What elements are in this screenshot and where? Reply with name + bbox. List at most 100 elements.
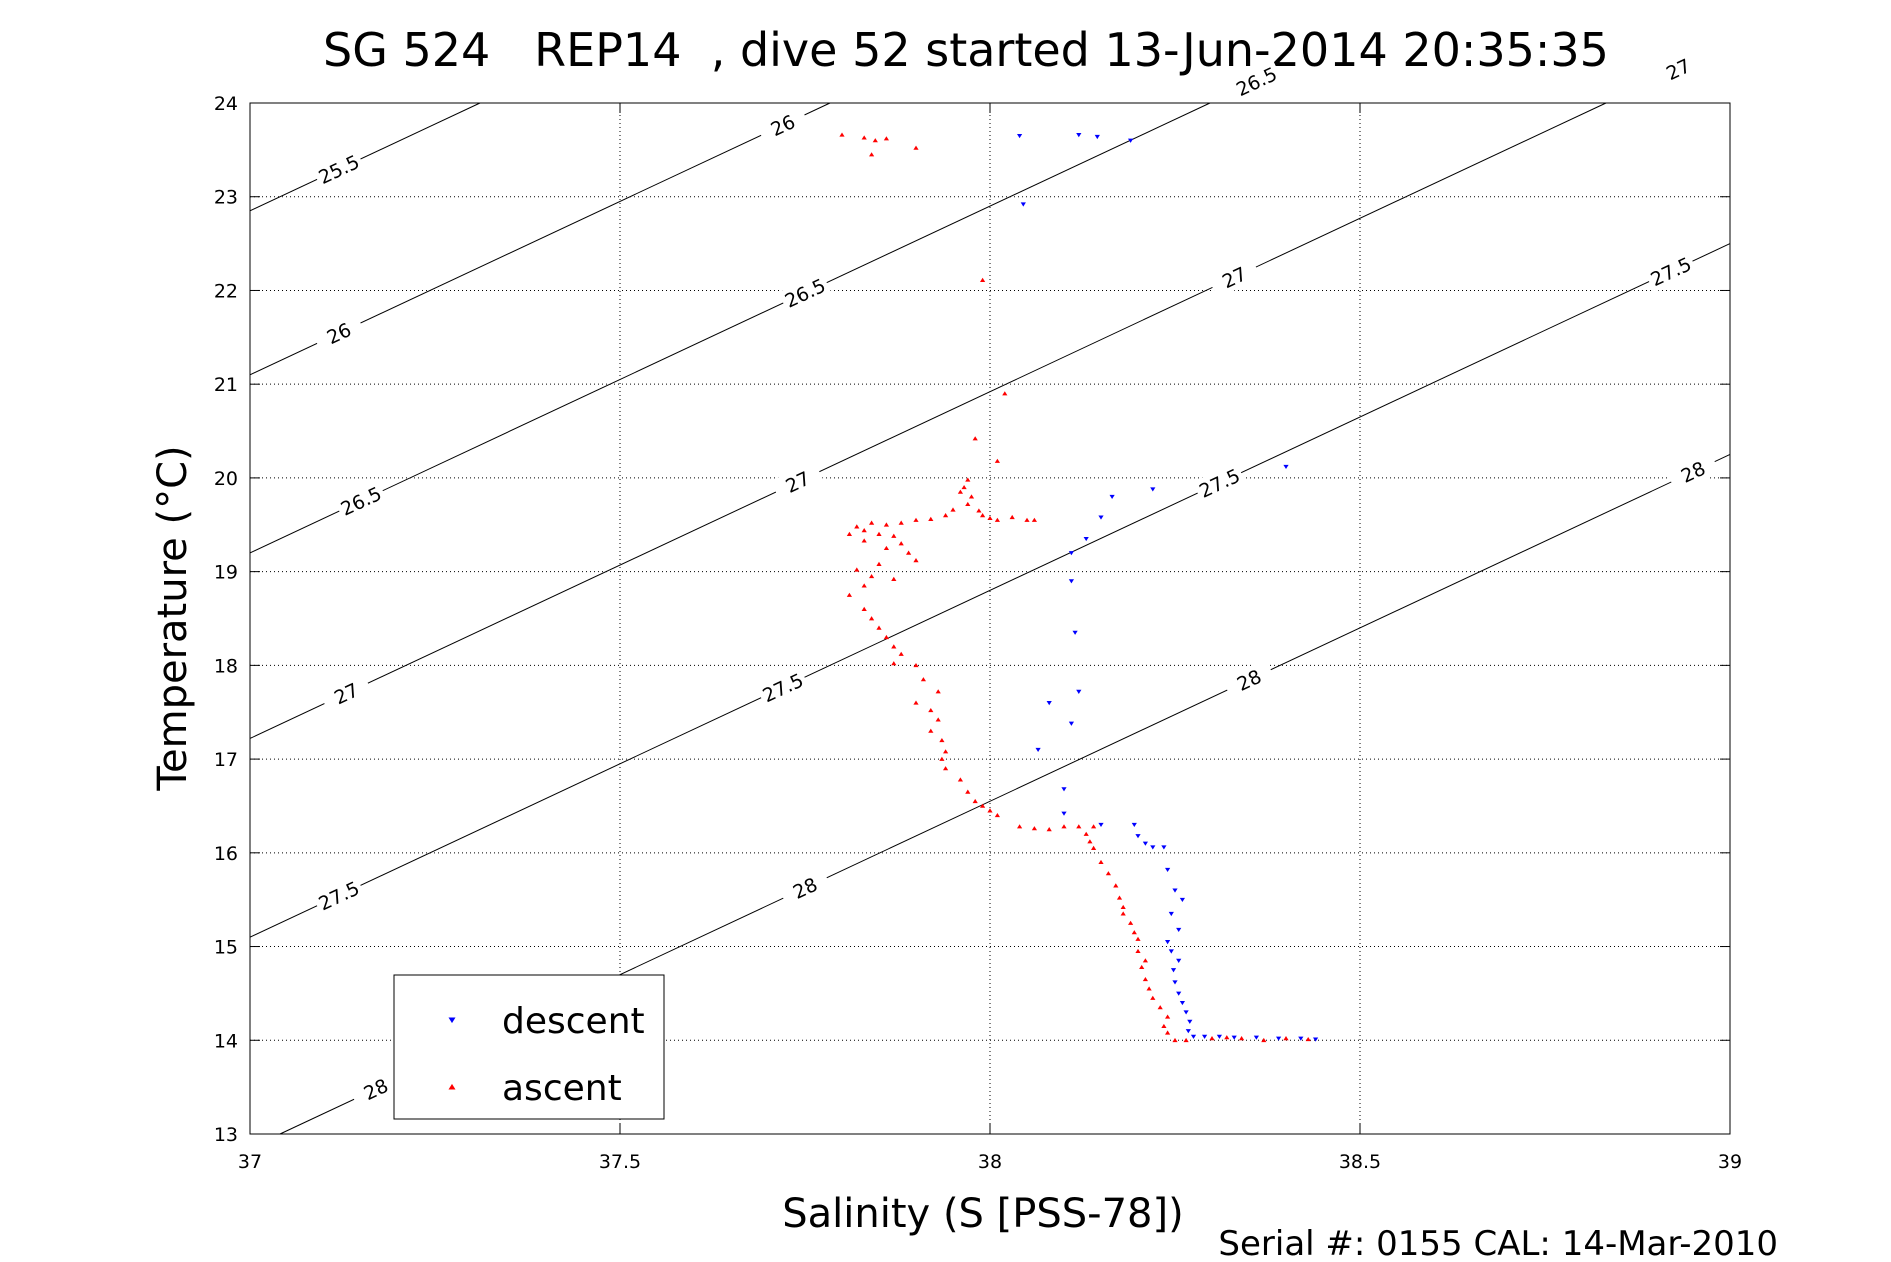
ascent-point (1142, 977, 1148, 982)
ascent-point (1116, 895, 1123, 900)
ascent-point (1150, 995, 1156, 1000)
descent-point (1190, 1034, 1197, 1039)
descent-point (1035, 747, 1041, 753)
ascent-point (861, 135, 867, 140)
y-tick-label: 20 (214, 468, 238, 490)
descent-point (1020, 202, 1026, 207)
ascent-point (1113, 883, 1119, 888)
ascent-point (1209, 1036, 1215, 1041)
descent-point (1061, 811, 1067, 816)
descent-point (1283, 464, 1289, 470)
legend-label-descent: descent (502, 1001, 645, 1042)
descent-point (1072, 630, 1078, 635)
descent-point (1109, 494, 1115, 499)
y-axis-ticks: 13 14 15 16 17 18 19 20 21 22 23 24 (214, 93, 1730, 1146)
ascent-point (920, 677, 926, 682)
ascent-point (1120, 911, 1126, 916)
ascent-point (994, 458, 1000, 463)
ascent-point (913, 663, 919, 668)
ascent-point (883, 522, 889, 527)
ascent-point (891, 661, 897, 666)
ascent-point (1142, 958, 1148, 963)
descent-point (1179, 897, 1185, 903)
x-tick-label: 39 (1718, 1151, 1742, 1173)
x-tick-label: 37.5 (599, 1151, 641, 1173)
isopycnal-label-bg (1643, 250, 1698, 293)
descent-point (1170, 968, 1177, 973)
ascent-point (965, 477, 971, 482)
ascent-point (1131, 930, 1137, 935)
ascent-point (913, 517, 919, 522)
x-tick-label: 38 (978, 1151, 1002, 1173)
descent-point (1150, 487, 1156, 492)
x-axis-label: Salinity (S [PSS-78]) (782, 1191, 1183, 1237)
descent-point (1176, 958, 1182, 963)
descent-point (1046, 701, 1052, 706)
y-tick-label: 24 (214, 93, 238, 115)
ascent-point (1135, 936, 1141, 941)
descent-point (1176, 927, 1182, 933)
descent-point (1150, 845, 1156, 850)
ascent-point (1098, 859, 1104, 865)
descent-point (1165, 940, 1171, 945)
isopycnal-label-bg (1666, 450, 1720, 493)
ascent-point (928, 728, 934, 733)
descent-point (1128, 138, 1134, 143)
ascent-point (1161, 1023, 1167, 1029)
isopycnal-label-bg (755, 666, 810, 709)
isopycnal-label-bg (1207, 256, 1262, 299)
ascent-point (935, 717, 941, 722)
ascent-point (869, 152, 875, 157)
ascent-point (1283, 1036, 1289, 1041)
y-tick-label: 18 (214, 655, 238, 677)
ascent-point (876, 531, 882, 536)
ascent-point (1239, 1036, 1245, 1041)
isopycnal-label-bg (334, 479, 388, 522)
ascent-point (1105, 871, 1111, 876)
y-tick-label: 21 (214, 374, 238, 396)
y-tick-label: 13 (214, 1124, 238, 1146)
y-tick-label: 15 (214, 937, 238, 959)
ascent-point (1024, 517, 1030, 522)
y-tick-label: 22 (214, 280, 238, 302)
descent-point (1231, 1035, 1237, 1040)
ascent-point (898, 541, 904, 546)
y-tick-label: 17 (214, 749, 238, 771)
ascent-point (1172, 1037, 1178, 1043)
ascent-point (950, 507, 956, 512)
isopycnal-label-bg (778, 866, 832, 910)
isopycnal-line (249, 102, 1211, 554)
y-tick-label: 19 (214, 562, 238, 584)
ascent-point (957, 489, 963, 494)
isopycnal-label-bg (755, 104, 810, 147)
ascent-point (913, 700, 919, 705)
ascent-point (994, 517, 1000, 522)
isopycnal-label-bg (348, 1068, 403, 1111)
ascent-point (1139, 964, 1145, 969)
descent-point (1131, 822, 1137, 828)
descent-point (1165, 867, 1171, 873)
ascent-point (987, 515, 993, 521)
ascent-point (957, 777, 963, 782)
ascent-point (976, 508, 982, 513)
x-axis-ticks: 37 37.5 38 38.5 39 (238, 103, 1742, 1173)
ascent-point (939, 738, 945, 743)
ascent-point (869, 616, 875, 621)
isopycnal-label-bg (311, 312, 366, 355)
ascent-point (839, 132, 845, 137)
ascent-point (972, 798, 978, 804)
ascent-point (968, 494, 975, 499)
isopycnal-label-bg (1222, 658, 1276, 701)
descent-point (1142, 841, 1148, 846)
descent-point (1068, 721, 1074, 726)
ascent-point (961, 484, 967, 490)
isopycnal-label-bg (311, 874, 366, 917)
descent-point (1172, 888, 1178, 893)
chart-title: SG 524 REP14 , dive 52 started 13-Jun-20… (323, 23, 1609, 77)
descent-point (1202, 1034, 1208, 1039)
ascent-point (935, 689, 941, 694)
ascent-point (1183, 1037, 1189, 1043)
ascent-point (861, 528, 867, 533)
ascent-point (1091, 824, 1097, 829)
